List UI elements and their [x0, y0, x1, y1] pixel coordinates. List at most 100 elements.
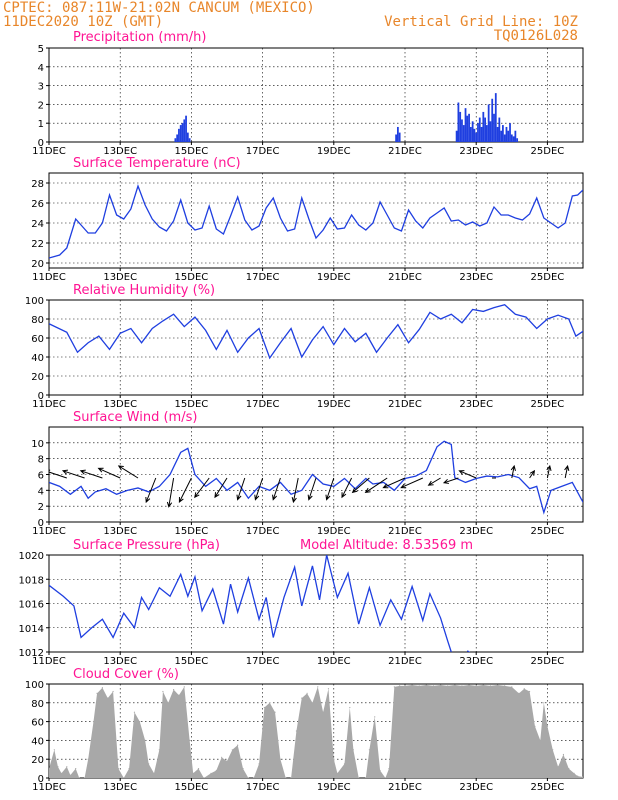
panel-1: 0 1 2 3 4 5 11DEC 13DEC 15DEC 17DEC 19DEC 21DEC 23DE… [32, 30, 584, 157]
panel-5: 1012 1014 1016 1018 1020 11DEC 13DEC 15DEC 17DEC… [19, 538, 584, 667]
precip-bar [455, 130, 458, 142]
y-tick-label: 60 [31, 334, 44, 345]
x-tick-label: 15DEC [175, 146, 209, 157]
cloud-point [399, 685, 401, 687]
x-tick-label: 17DEC [246, 526, 280, 537]
precip-bar [500, 130, 503, 142]
y-tick-label: 20 [31, 755, 44, 766]
y-tick-label: 0 [38, 518, 44, 529]
wind-arrow [117, 465, 139, 479]
x-tick-label: 19DEC [317, 782, 351, 793]
y-tick-label: 1012 [19, 648, 44, 659]
cloud-point [523, 688, 525, 690]
x-tick-label: 25DEC [531, 656, 565, 667]
wind-arrow [510, 464, 516, 479]
cloud-point [336, 772, 338, 774]
cloud-point [529, 690, 531, 693]
cloud-point [557, 766, 559, 768]
x-tick-label: 17DEC [246, 272, 280, 283]
precip-bar [174, 138, 177, 142]
x-tick-label: 15DEC [175, 526, 209, 537]
precip-bar [482, 111, 485, 142]
x-tick-label: 13DEC [103, 146, 137, 157]
cloud-point [242, 768, 244, 770]
cloud-point [388, 768, 390, 770]
cloud-point [258, 763, 260, 765]
y-tick-label: 1016 [19, 600, 44, 611]
x-tick-label: 19DEC [317, 526, 351, 537]
plot-area [174, 93, 519, 142]
cloud-point [189, 739, 191, 742]
wind-arrow [427, 477, 441, 486]
x-tick-label: 25DEC [531, 782, 565, 793]
x-tick-label: 21DEC [388, 272, 422, 283]
precip-bar [502, 125, 504, 142]
wind-arrow [442, 477, 459, 484]
precip-bar [503, 134, 506, 142]
x-tick-label: 25DEC [531, 272, 565, 283]
x-tick-label: 13DEC [103, 656, 137, 667]
x-tick-label: 25DEC [531, 526, 565, 537]
cloud-point [577, 775, 579, 777]
precip-bar [185, 115, 187, 142]
cloud-point [482, 684, 484, 686]
cloud-point [384, 777, 387, 778]
cloud-point [167, 702, 169, 704]
wind-arrow [564, 464, 570, 479]
wind-arrow [194, 477, 210, 499]
cloud-point [404, 685, 406, 687]
x-tick-label: 19DEC [317, 146, 351, 157]
cloud-point [117, 768, 120, 770]
y-tick-label: 0 [38, 391, 44, 402]
precip-bar [510, 134, 513, 142]
precip-bar [487, 104, 490, 142]
cloud-point [69, 774, 71, 776]
y-tick-label: 40 [31, 736, 44, 747]
wind-arrow [97, 467, 121, 479]
cloud-point [475, 685, 477, 687]
cloud-point [263, 706, 265, 709]
x-tick-label: 19DEC [317, 272, 351, 283]
y-tick-label: 28 [31, 179, 44, 190]
cloud-point [183, 686, 185, 688]
x-tick-label: 11DEC [32, 782, 66, 793]
y-tick-label: 80 [31, 315, 44, 326]
precip-bar [396, 126, 399, 142]
cloud-point [173, 689, 175, 691]
y-tick-label: 1020 [19, 551, 44, 562]
x-tick-label: 11DEC [32, 399, 66, 410]
wind-arrow [79, 469, 103, 479]
precip-bar [457, 102, 460, 142]
cloud-point [582, 776, 583, 778]
y-tick-label: 2 [38, 100, 44, 111]
cloud-point [96, 692, 98, 695]
y-tick-label: 0 [38, 774, 44, 785]
y-tick-label: 80 [31, 699, 44, 710]
x-tick-label: 11DEC [32, 146, 66, 157]
cloud-point [75, 768, 77, 770]
cloud-point [139, 721, 141, 723]
precip-bar [183, 119, 186, 142]
precip-bar [471, 121, 474, 142]
panel-3: 0 20 40 60 80 100 11DEC 13DEC 15DEC 17DEC 19DEC 21D… [25, 283, 584, 410]
cloud-point [365, 777, 367, 778]
precip-bar [186, 132, 189, 142]
cloud-point [210, 772, 212, 774]
wind-arrow [145, 477, 157, 504]
y-tick-label: 20 [31, 259, 44, 270]
station-title: CPTEC: 087:11W-21:02N CANCUM (MEXICO) [3, 0, 315, 16]
wind-arrow [382, 477, 406, 489]
cloud-point [374, 716, 376, 718]
cloud-point [290, 777, 292, 778]
precip-bar [507, 130, 510, 142]
cloud-point [327, 688, 330, 690]
cloud-point [101, 687, 103, 689]
panel-title: Surface Wind (m/s) [73, 410, 197, 425]
y-tick-label: 6 [38, 471, 44, 482]
panel-4: 0 2 4 6 8 10 11DEC 13DEC 15DEC 17DEC 19DEC 21DEC 23D… [31, 410, 584, 537]
x-tick-label: 15DEC [175, 272, 209, 283]
x-tick-label: 19DEC [317, 656, 351, 667]
cloud-point [504, 685, 506, 687]
cloud-point [60, 772, 63, 774]
cloud-point [425, 684, 427, 686]
